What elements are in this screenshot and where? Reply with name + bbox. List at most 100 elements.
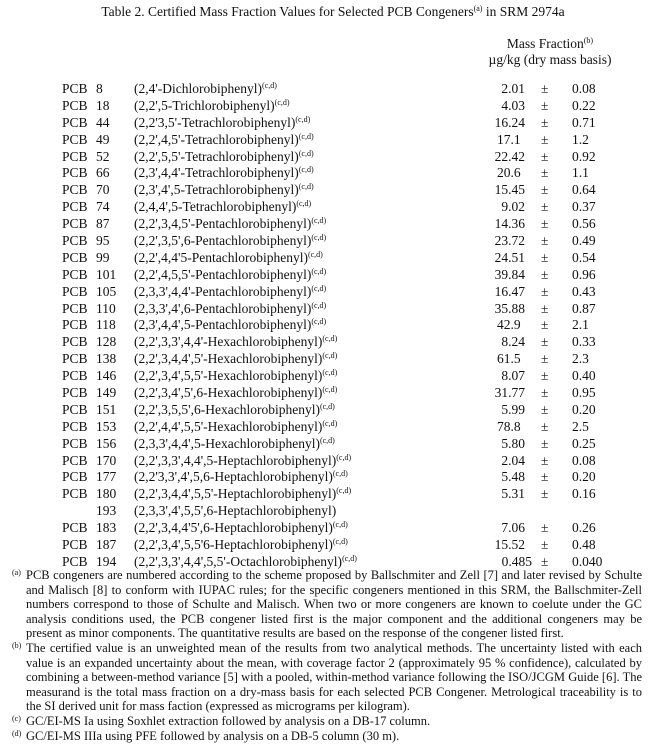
table-row: PCB 101 (2,2',4,5,5'-Pentachlorobiphenyl)(… [0, 267, 666, 284]
footnote-ref: (c,d) [298, 148, 314, 158]
congener-name: (2,3,3',4',5,5',6-Heptachlorobiphenyl) [134, 503, 336, 520]
congener-name: (2,2',3,5',6-Pentachlorobiphenyl)(c,d) [134, 233, 326, 250]
congener-name: (2,2',3,4,4'5',6-Heptachlorobiphenyl)(c,… [134, 520, 348, 537]
footnote-ref: (c,d) [307, 249, 323, 259]
congener-name: (2,2',3,4,5'-Pentachlorobiphenyl)(c,d) [134, 216, 326, 233]
table-row: PCB 110 (2,3,3',4',6-Pentachlorobiphenyl)(… [0, 301, 666, 318]
mass-fraction-value: 39.84 [494, 266, 525, 282]
congener-number: 87 [96, 216, 110, 232]
table-row: PCB 74 (2,4,4',5-Tetrachlorobiphenyl)(c,d)… [0, 199, 666, 216]
plus-minus: ± [541, 537, 549, 553]
congener-number: 170 [96, 452, 117, 468]
footnote-ref: (c,d) [322, 334, 338, 344]
footnote-ref: (c,d) [311, 300, 327, 310]
pcb-prefix: PCB [62, 233, 88, 249]
congener-name-text: (2,2',3,3',4,4',5,5'-Octachlorobiphenyl) [134, 553, 343, 569]
plus-minus: ± [541, 368, 549, 384]
table-row: PCB 70 (2,3',4',5-Tetrachlorobiphenyl)(c,d… [0, 182, 666, 199]
footnotes: (a) PCB congeners are numbered according … [12, 568, 642, 743]
plus-minus: ± [541, 401, 549, 417]
congener-name-text: (2,2'3,3',4',5,6-Heptachlorobiphenyl) [134, 469, 333, 485]
congener-name: (2,2',3,4,4',5,5'-Heptachlorobiphenyl)(c… [134, 486, 351, 503]
footnote-ref: (c,d) [322, 385, 338, 395]
uncertainty-value: 0.20 [572, 401, 596, 417]
congener-number: 66 [96, 165, 110, 181]
congener-name-text: (2,3,3',4,4'-Pentachlorobiphenyl) [134, 283, 312, 299]
congener-number: 44 [96, 114, 110, 130]
footnote-ref: (c,d) [342, 553, 357, 563]
mass-fraction-value: 14.36 [494, 216, 525, 232]
uncertainty-value: 0.64 [572, 182, 596, 198]
footnote-ref: (c,d) [311, 216, 327, 226]
congener-number: 151 [96, 401, 117, 417]
uncertainty-value: 0.87 [572, 300, 596, 316]
plus-minus: ± [541, 486, 549, 502]
congener-name-text: (2,4'-Dichlorobiphenyl) [134, 81, 263, 96]
plus-minus: ± [541, 165, 549, 181]
footnote: (d) GC/EI-MS IIIa using PFE followed by a… [12, 729, 642, 744]
plus-minus: ± [541, 182, 549, 198]
plus-minus: ± [541, 249, 549, 265]
footnote-ref: (c,d) [262, 81, 277, 90]
plus-minus: ± [541, 300, 549, 316]
congener-number: 70 [96, 182, 110, 198]
congener-name: (2,2',3,4',5,5'6-Heptachlorobiphenyl)(c,… [134, 537, 348, 554]
plus-minus: ± [541, 317, 549, 333]
pcb-prefix: PCB [62, 300, 88, 316]
footnote-ref: (c,d) [296, 199, 312, 209]
mass-fraction-value: 5.48 [501, 469, 525, 485]
uncertainty-value: 0.20 [572, 469, 596, 485]
footnote-mark: (b) [12, 640, 22, 650]
plus-minus: ± [541, 469, 549, 485]
congener-name-text: (2,2',4,4',5,5'-Hexachlorobiphenyl) [134, 418, 323, 434]
mass-fraction-value: 2.04 [501, 452, 525, 468]
congener-number: 177 [96, 469, 117, 485]
mass-fraction-value: 16.24 [494, 114, 525, 130]
mass-fraction-value: 78.8 [497, 418, 521, 434]
footnote-ref: (c,d) [311, 317, 327, 327]
table-row: PCB 128 (2,2',3,3',4,4'-Hexachlorobiphenyl… [0, 334, 666, 351]
mass-fraction-value: 5.31 [501, 486, 525, 502]
congener-name: (2,3,3',4',6-Pentachlorobiphenyl)(c,d) [134, 301, 326, 318]
congener-name: (2,3,3',4,4',5-Hexachlorobiphenyl)(c,d) [134, 436, 335, 453]
table-row: PCB 194 (2,2',3,3',4,4',5,5'-Octachlorobip… [0, 554, 666, 571]
footnote-ref: (c,d) [332, 469, 348, 479]
congener-number: 99 [96, 249, 110, 265]
congener-number: 110 [96, 300, 116, 316]
footnote-mark: (d) [12, 728, 22, 738]
pcb-prefix: PCB [62, 114, 88, 130]
congener-number: 138 [96, 351, 117, 367]
uncertainty-value: 0.92 [572, 148, 596, 164]
congener-name-text: (2,2',3,4,4',5'-Hexachlorobiphenyl) [134, 351, 323, 367]
congener-name: (2,2',3,4',5',6-Hexachlorobiphenyl)(c,d) [134, 385, 337, 402]
mass-fraction-value: 20.6 [497, 165, 521, 181]
plus-minus: ± [541, 418, 549, 434]
mass-fraction-value: 5.99 [501, 401, 525, 417]
mass-fraction-value: 2.01 [501, 81, 525, 96]
pcb-prefix: PCB [62, 385, 88, 401]
mass-fraction-value: 61.5 [497, 351, 521, 367]
congener-name-text: (2,2',3,4',5,5'6-Heptachlorobiphenyl) [134, 537, 333, 553]
mass-fraction-value: 15.52 [494, 537, 525, 553]
plus-minus: ± [541, 233, 549, 249]
column-header-units: µg/kg (dry mass basis) [488, 52, 612, 67]
pcb-prefix: PCB [62, 452, 88, 468]
footnote-ref: (c,d) [332, 537, 348, 547]
footnote: (a) PCB congeners are numbered according … [12, 568, 642, 641]
footnote-ref: (c,d) [298, 131, 314, 141]
plus-minus: ± [541, 351, 549, 367]
mass-fraction-value: 8.07 [501, 368, 525, 384]
uncertainty-value: 2.1 [572, 317, 589, 333]
congener-name: (2,3',4,4',5-Pentachlorobiphenyl)(c,d) [134, 317, 326, 334]
plus-minus: ± [541, 435, 549, 451]
congener-name-text: (2,2',5-Trichlorobiphenyl) [134, 97, 275, 113]
congener-number: 183 [96, 520, 117, 536]
mass-fraction-value: 24.51 [494, 249, 525, 265]
footnote-text: GC/EI-MS IIIa using PFE followed by anal… [26, 728, 400, 743]
congener-number: 105 [96, 283, 117, 299]
congener-name-text: (2,2',3,3',4,4',5-Heptachlorobiphenyl) [134, 452, 337, 468]
plus-minus: ± [541, 283, 549, 299]
pcb-prefix: PCB [62, 182, 88, 198]
uncertainty-value: 0.22 [572, 97, 596, 113]
table-row: PCB 180 (2,2',3,4,4',5,5'-Heptachlorobiphe… [0, 486, 666, 503]
